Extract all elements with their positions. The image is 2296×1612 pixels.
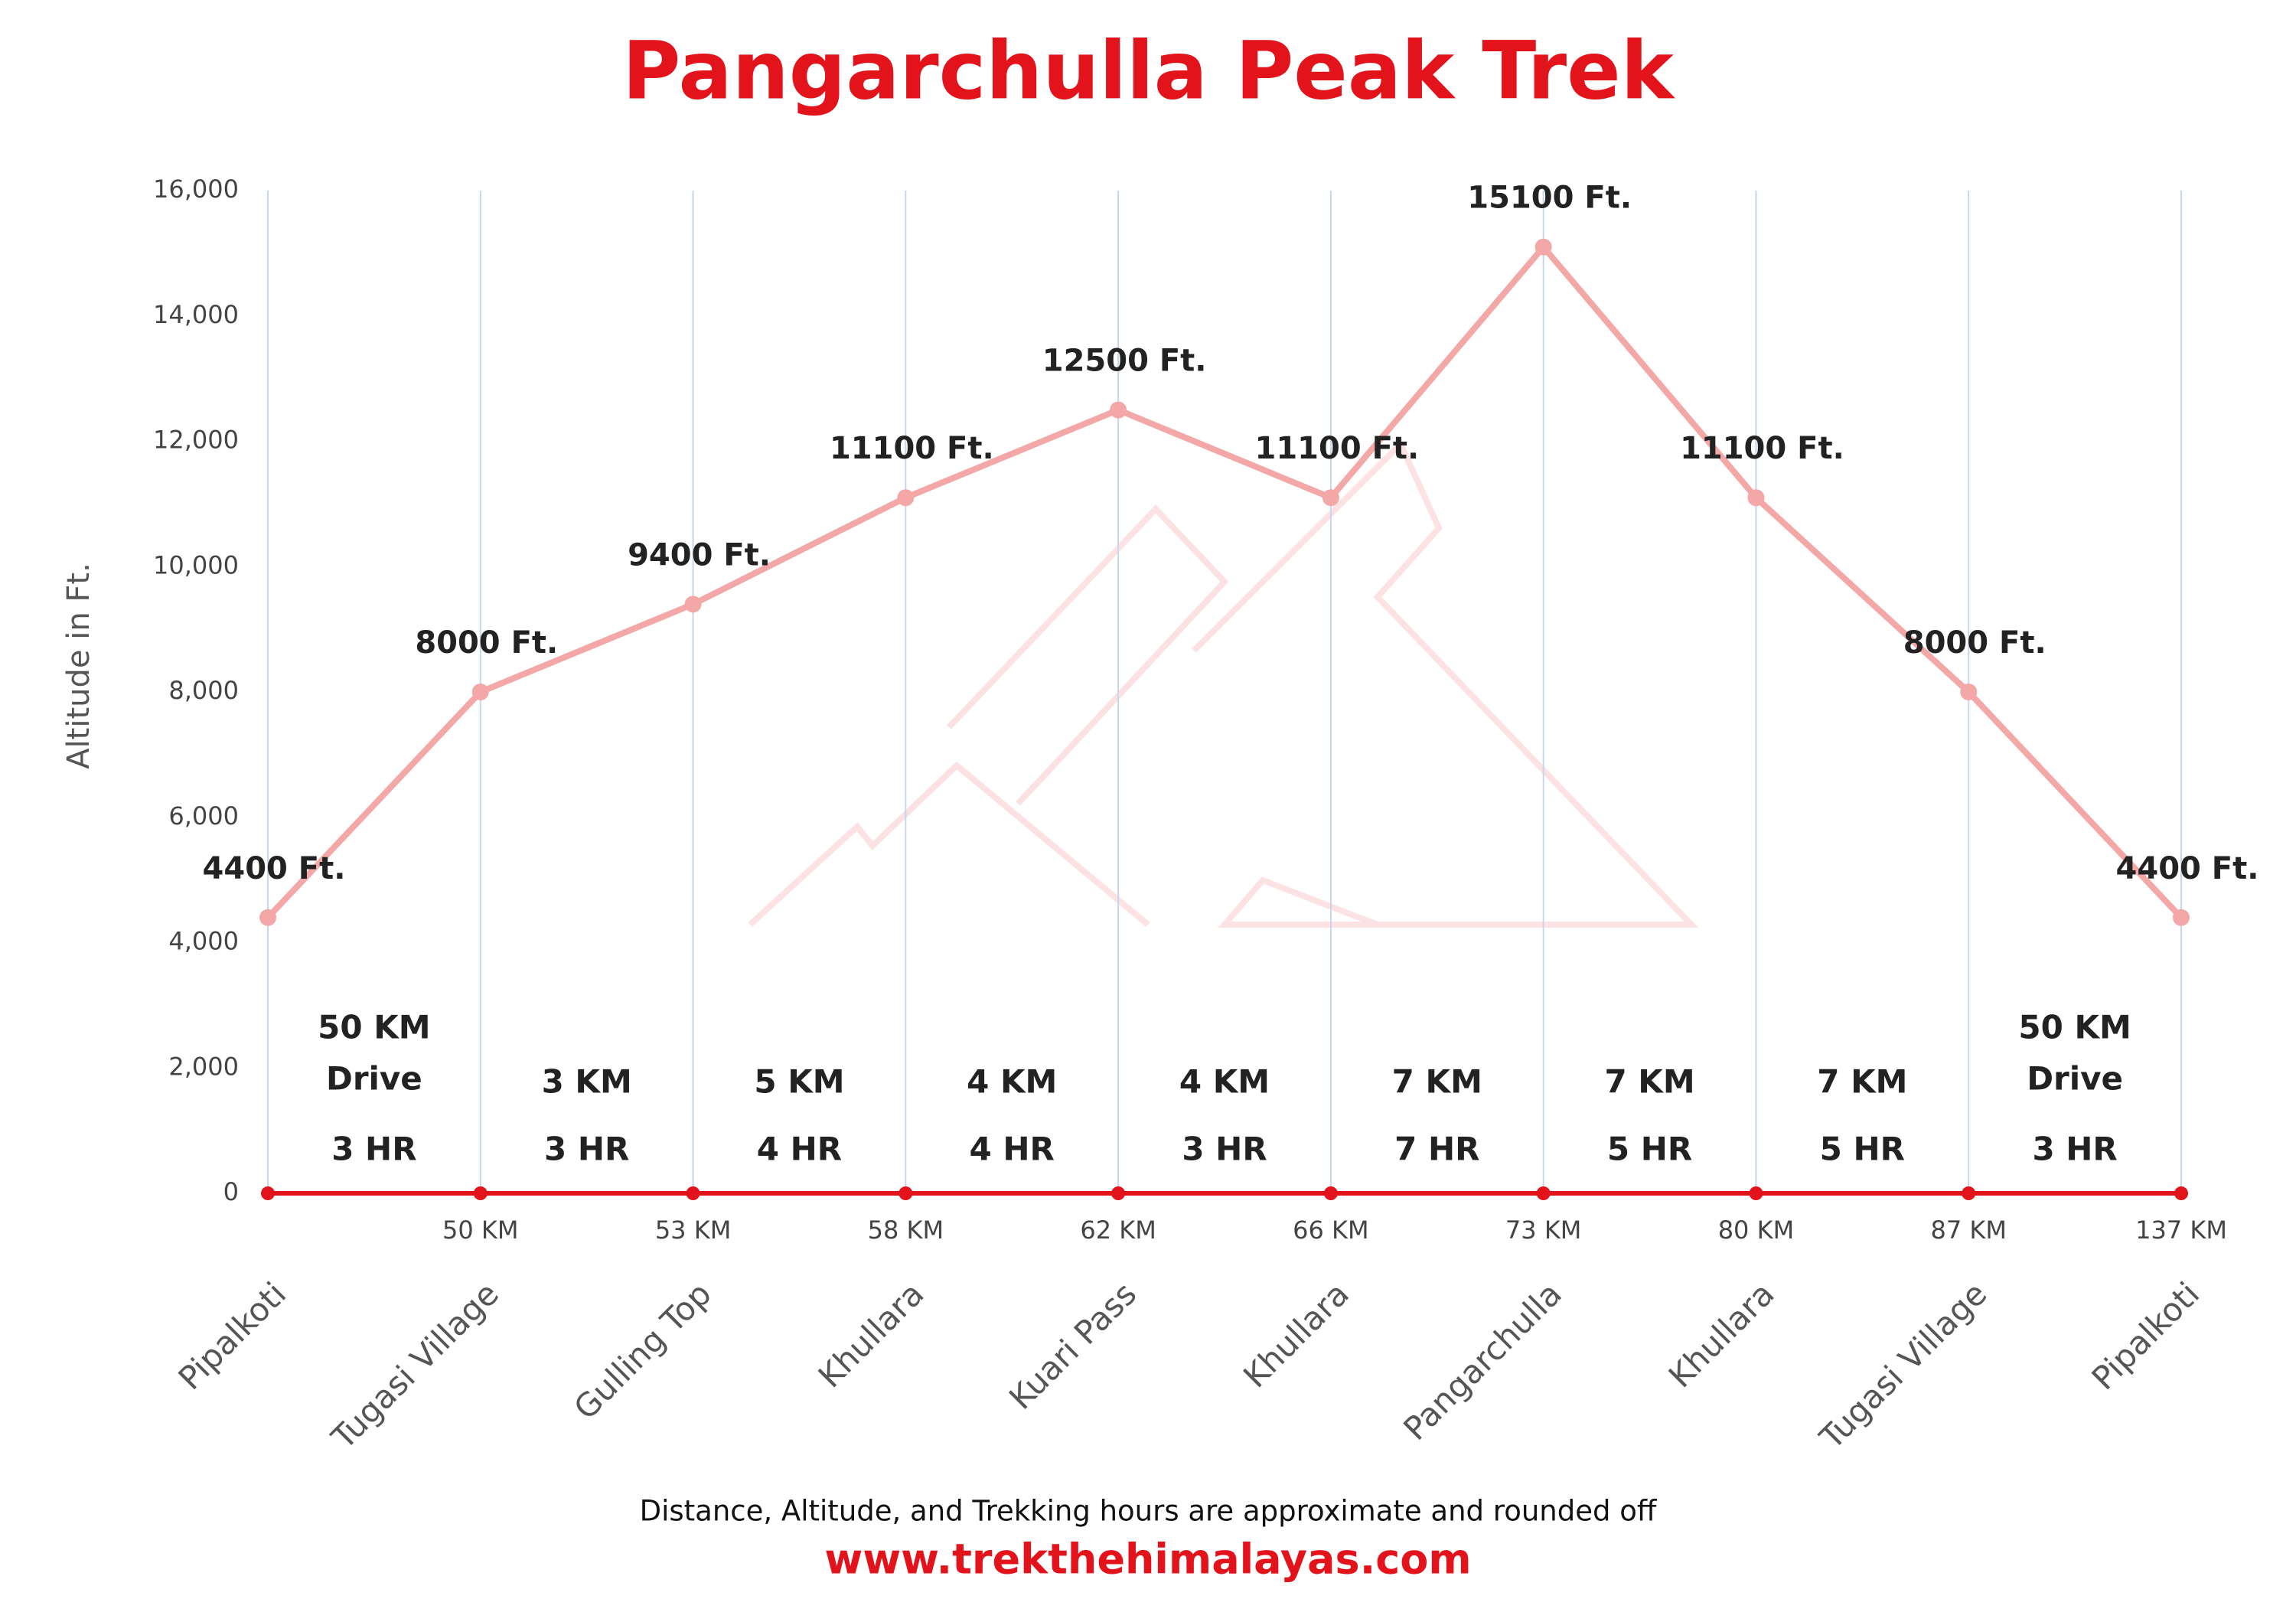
axis-point: [1962, 1186, 1976, 1200]
segment-label: 50 KM: [2018, 1009, 2131, 1046]
axis-point: [1536, 1186, 1551, 1200]
segment-label: 7 KM: [1604, 1063, 1694, 1101]
segment-label: 5 KM: [754, 1063, 844, 1101]
point: [259, 909, 276, 926]
point: [471, 684, 489, 700]
point: [897, 489, 915, 507]
axis-point: [473, 1186, 488, 1200]
distance-label: 53 KM: [655, 1216, 731, 1245]
segment-label: 3 HR: [331, 1131, 416, 1168]
value-label: 11100 Ft.: [1680, 431, 1844, 466]
value-label: 8000 Ft.: [415, 625, 558, 661]
point: [2173, 909, 2190, 926]
value-label: 12500 Ft.: [1042, 344, 1207, 379]
axis-point: [1111, 1186, 1126, 1200]
point: [1110, 401, 1127, 419]
y-tick-label: 4,000: [168, 927, 239, 956]
point: [1322, 489, 1339, 507]
segment-label: 4 KM: [967, 1063, 1057, 1101]
segment-label: 50 KM: [318, 1009, 430, 1046]
segment-label: Drive: [2027, 1060, 2123, 1098]
value-label: 9400 Ft.: [628, 537, 771, 573]
value-label: 11100 Ft.: [830, 431, 994, 466]
axis-point: [899, 1186, 913, 1200]
segment-label: 7 KM: [1817, 1063, 1907, 1101]
y-axis-label: Altitude in Ft.: [61, 563, 96, 769]
distance-label: 73 KM: [1505, 1216, 1581, 1245]
point: [684, 596, 702, 613]
distance-label: 87 KM: [1930, 1216, 2006, 1245]
segment-label: 3 HR: [2032, 1131, 2117, 1168]
footnote: Distance, Altitude, and Trekking hours a…: [640, 1495, 1658, 1528]
point: [1534, 238, 1552, 256]
axis-point: [2174, 1186, 2188, 1200]
watermark: [748, 439, 1699, 928]
distance-label: 80 KM: [1718, 1216, 1794, 1245]
website: www.trekthehimalayas.com: [824, 1535, 1471, 1584]
point: [1747, 489, 1765, 507]
segment-label: 7 HR: [1394, 1131, 1479, 1168]
axis-point: [686, 1186, 700, 1200]
axis-point: [1323, 1186, 1338, 1200]
segment-label: 4 HR: [757, 1131, 842, 1168]
segment-label: 3 HR: [1182, 1131, 1267, 1168]
y-tick-label: 0: [223, 1177, 239, 1206]
distance-label: 50 KM: [442, 1216, 518, 1245]
axis-point: [261, 1186, 275, 1200]
value-label: 15100 Ft.: [1467, 181, 1632, 216]
axis-point: [1749, 1186, 1763, 1200]
segment-label: 7 KM: [1392, 1063, 1482, 1101]
y-tick-label: 8,000: [168, 676, 239, 705]
value-label: 8000 Ft.: [1903, 625, 2047, 661]
chart-title: Pangarchulla Peak Trek: [622, 24, 1676, 117]
segment-label: 5 HR: [1607, 1131, 1692, 1168]
value-label: 4400 Ft.: [203, 851, 346, 886]
distance-label: 137 KM: [2135, 1216, 2227, 1245]
point: [1960, 684, 1978, 700]
y-tick-label: 16,000: [153, 175, 239, 204]
distance-label: 58 KM: [868, 1216, 944, 1245]
segment-label: 3 HR: [544, 1131, 629, 1168]
segment-label: 4 HR: [970, 1131, 1055, 1168]
y-tick-label: 6,000: [168, 801, 239, 830]
distance-label: 62 KM: [1080, 1216, 1156, 1245]
line: [266, 242, 2183, 920]
y-tick-label: 14,000: [153, 300, 239, 329]
value-label: 11100 Ft.: [1255, 431, 1420, 466]
y-tick-label: 10,000: [153, 550, 239, 579]
segment-label: 3 KM: [542, 1063, 632, 1101]
segment-label: 5 HR: [1820, 1131, 1905, 1168]
y-tick-label: 12,000: [153, 426, 239, 455]
y-tick-label: 2,000: [168, 1052, 239, 1081]
distance-label: 66 KM: [1293, 1216, 1368, 1245]
segment-label: Drive: [326, 1060, 422, 1098]
segment-label: 4 KM: [1179, 1063, 1270, 1101]
value-label: 4400 Ft.: [2116, 851, 2259, 886]
